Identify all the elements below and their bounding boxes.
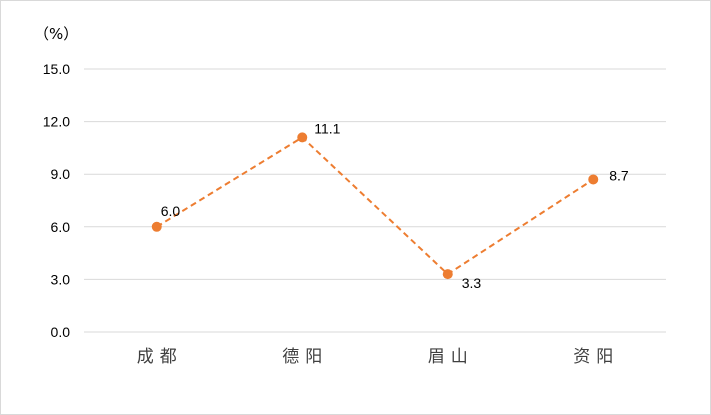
x-category-label: 眉山 bbox=[428, 347, 474, 367]
data-labels: 6.0 11.1 3.3 8.7 bbox=[161, 120, 629, 291]
x-category-label: 德阳 bbox=[282, 347, 328, 367]
data-label: 8.7 bbox=[609, 167, 629, 183]
y-tick-label: 12.0 bbox=[43, 114, 70, 130]
series-group bbox=[151, 132, 599, 280]
data-point bbox=[588, 174, 599, 185]
x-axis-category-labels: 成都 德阳 眉山 资阳 bbox=[137, 347, 619, 367]
y-tick-label: 15.0 bbox=[43, 61, 70, 77]
y-axis-unit-label: （%） bbox=[34, 25, 78, 43]
data-label: 6.0 bbox=[161, 203, 181, 219]
y-tick-label: 9.0 bbox=[51, 166, 71, 182]
data-label: 11.1 bbox=[314, 120, 340, 136]
data-point bbox=[442, 269, 453, 280]
x-category-label: 资阳 bbox=[573, 347, 619, 367]
data-point bbox=[297, 132, 308, 143]
gridlines bbox=[84, 68, 666, 333]
y-tick-label: 3.0 bbox=[51, 271, 71, 287]
y-tick-label: 0.0 bbox=[51, 324, 71, 340]
x-category-label: 成都 bbox=[137, 347, 183, 367]
series-line bbox=[156, 136, 594, 276]
y-axis-tick-labels: 0.0 3.0 6.0 9.0 12.0 15.0 bbox=[43, 61, 70, 340]
data-label: 3.3 bbox=[462, 275, 482, 291]
y-tick-label: 6.0 bbox=[51, 219, 71, 235]
data-point bbox=[151, 221, 162, 232]
